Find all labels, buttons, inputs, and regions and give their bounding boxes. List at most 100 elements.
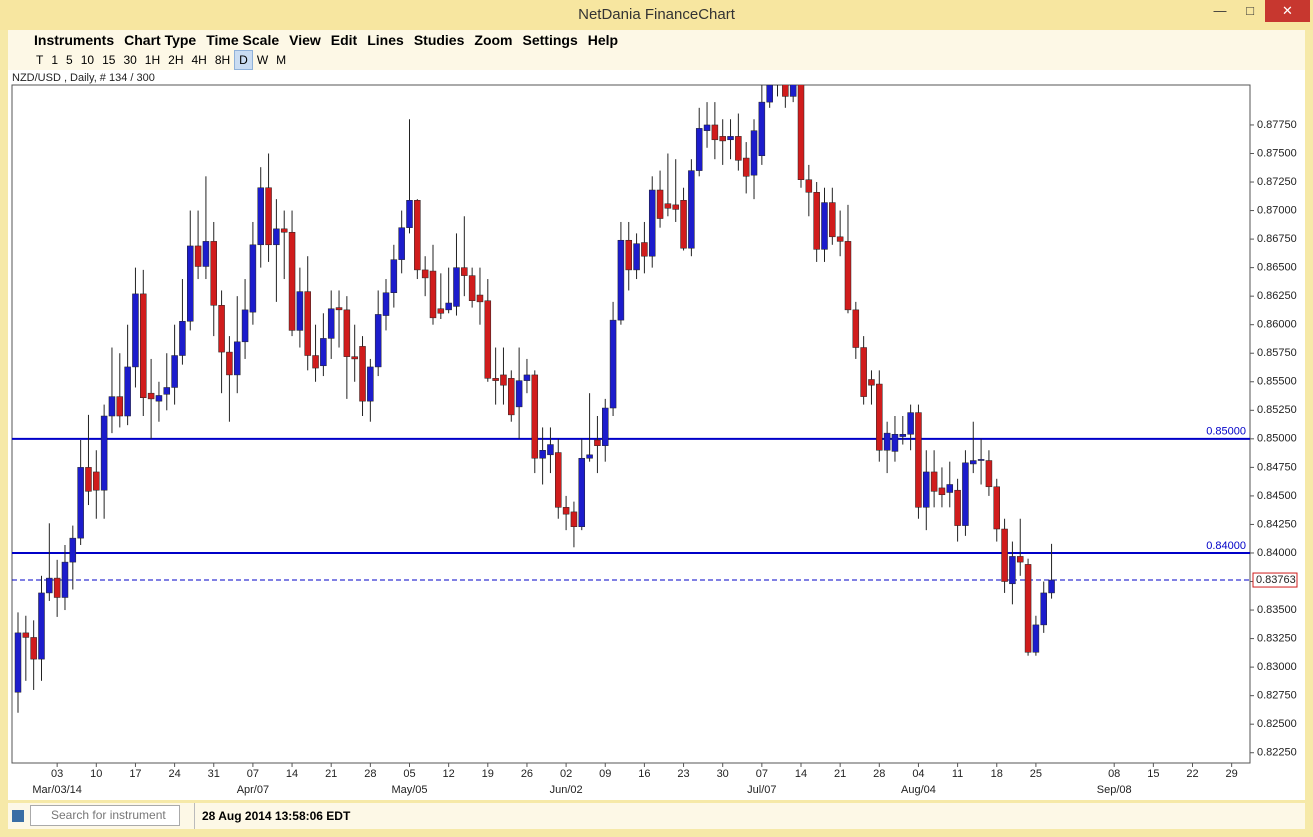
- menu-item[interactable]: Zoom: [474, 32, 513, 48]
- menu-item[interactable]: Chart Type: [124, 32, 197, 48]
- toolbar-button[interactable]: 5: [66, 53, 73, 67]
- candle-body: [539, 450, 546, 459]
- x-tick-label: 21: [325, 768, 337, 780]
- candle-body: [124, 366, 131, 417]
- y-tick-label: 0.85750: [1257, 347, 1297, 359]
- candle-body: [672, 204, 679, 210]
- candle-body: [680, 200, 687, 249]
- menu-item[interactable]: Studies: [413, 32, 465, 48]
- candle-body: [116, 396, 124, 417]
- candle-body: [570, 511, 578, 527]
- x-tick-label: 28: [873, 768, 885, 780]
- search-placeholder: Search for instrument: [51, 808, 166, 822]
- candle-body: [946, 484, 954, 493]
- y-tick-label: 0.82250: [1257, 747, 1297, 759]
- candle-body: [77, 467, 84, 539]
- candle-body: [265, 187, 272, 246]
- candle-body: [860, 347, 867, 397]
- y-tick-label: 0.87250: [1257, 176, 1297, 188]
- toolbar-button[interactable]: 1: [51, 53, 59, 67]
- toolbar-button[interactable]: 2H: [168, 53, 184, 67]
- month-label: Jul/07: [747, 784, 776, 796]
- candle-body: [445, 302, 452, 311]
- candle-body: [1048, 579, 1055, 594]
- candle-body: [171, 355, 178, 388]
- menu-item[interactable]: Help: [587, 32, 619, 48]
- candle-body: [398, 227, 405, 260]
- menu-item[interactable]: Time Scale: [206, 32, 280, 48]
- menu-item[interactable]: View: [289, 32, 321, 48]
- toolbar-button[interactable]: W: [256, 53, 269, 67]
- x-tick-label: 05: [403, 768, 415, 780]
- candle-body: [562, 507, 570, 515]
- toolbar-button[interactable]: T: [36, 53, 44, 67]
- x-tick-label: 29: [1226, 768, 1238, 780]
- menu-item[interactable]: Instruments: [34, 32, 115, 48]
- toolbar-button[interactable]: 4H: [191, 53, 207, 67]
- y-tick-label: 0.84500: [1257, 490, 1297, 502]
- candle-body: [132, 293, 139, 368]
- y-tick-label: 0.82750: [1257, 690, 1297, 702]
- candle-body: [594, 439, 601, 446]
- candle-body: [782, 85, 789, 97]
- toolbar-button[interactable]: M: [276, 53, 287, 67]
- maximize-button[interactable]: □: [1246, 3, 1254, 18]
- x-tick-label: 08: [1108, 768, 1120, 780]
- candle-body: [312, 355, 319, 369]
- candle-body: [633, 243, 640, 271]
- y-tick-label: 0.86250: [1257, 290, 1297, 302]
- candle-body: [359, 346, 366, 402]
- candle-body: [993, 486, 1000, 530]
- candle-body: [163, 387, 171, 395]
- y-tick-label: 0.83250: [1257, 632, 1297, 644]
- candle-body: [390, 259, 398, 293]
- menu-item[interactable]: Lines: [367, 32, 404, 48]
- candle-body: [899, 434, 907, 437]
- candle-body: [93, 471, 100, 491]
- x-tick-label: 18: [991, 768, 1003, 780]
- candle-body: [335, 307, 343, 311]
- candle-body: [1024, 564, 1032, 653]
- candle-body: [891, 434, 899, 452]
- candle-body: [531, 374, 539, 459]
- toolbar-button[interactable]: 10: [80, 53, 95, 67]
- menu-item[interactable]: Settings: [522, 32, 578, 48]
- candle-body: [664, 203, 672, 209]
- y-tick-label: 0.86500: [1257, 262, 1297, 274]
- candle-body: [766, 85, 773, 103]
- candle-body: [1040, 592, 1047, 626]
- candle-body: [703, 124, 711, 131]
- menu-item[interactable]: Edit: [330, 32, 358, 48]
- status-bar: Search for instrument 28 Aug 2014 13:58:…: [8, 803, 1305, 829]
- candle-body: [484, 300, 492, 379]
- candle-body: [367, 366, 374, 402]
- x-tick-label: 12: [443, 768, 455, 780]
- toolbar-button[interactable]: 1H: [144, 53, 161, 67]
- candle-body: [883, 432, 891, 451]
- close-button[interactable]: ✕: [1265, 0, 1310, 22]
- toolbar-button[interactable]: D: [234, 50, 253, 70]
- candle-body: [750, 130, 758, 176]
- last-price-label: 0.83763: [1256, 574, 1296, 586]
- y-tick-label: 0.87000: [1257, 204, 1297, 216]
- x-tick-label: 28: [364, 768, 376, 780]
- search-box[interactable]: Search for instrument: [30, 805, 180, 826]
- candle-body: [202, 241, 210, 267]
- x-tick-label: 26: [521, 768, 533, 780]
- candle-body: [586, 454, 593, 459]
- toolbar-button[interactable]: 30: [123, 53, 137, 67]
- x-tick-label: 22: [1186, 768, 1198, 780]
- candle-body: [719, 136, 726, 142]
- candle-body: [194, 245, 202, 267]
- candle-body: [1001, 528, 1008, 582]
- last-price-box: [1252, 572, 1298, 588]
- x-tick-label: 30: [717, 768, 729, 780]
- x-tick-label: 31: [208, 768, 220, 780]
- minimize-button[interactable]: —: [1213, 3, 1227, 18]
- toolbar-button[interactable]: 15: [102, 53, 116, 67]
- candle-body: [813, 192, 820, 250]
- toolbar-button[interactable]: 8H: [214, 53, 231, 67]
- candle-body: [876, 383, 883, 451]
- x-tick-label: 11: [952, 768, 963, 780]
